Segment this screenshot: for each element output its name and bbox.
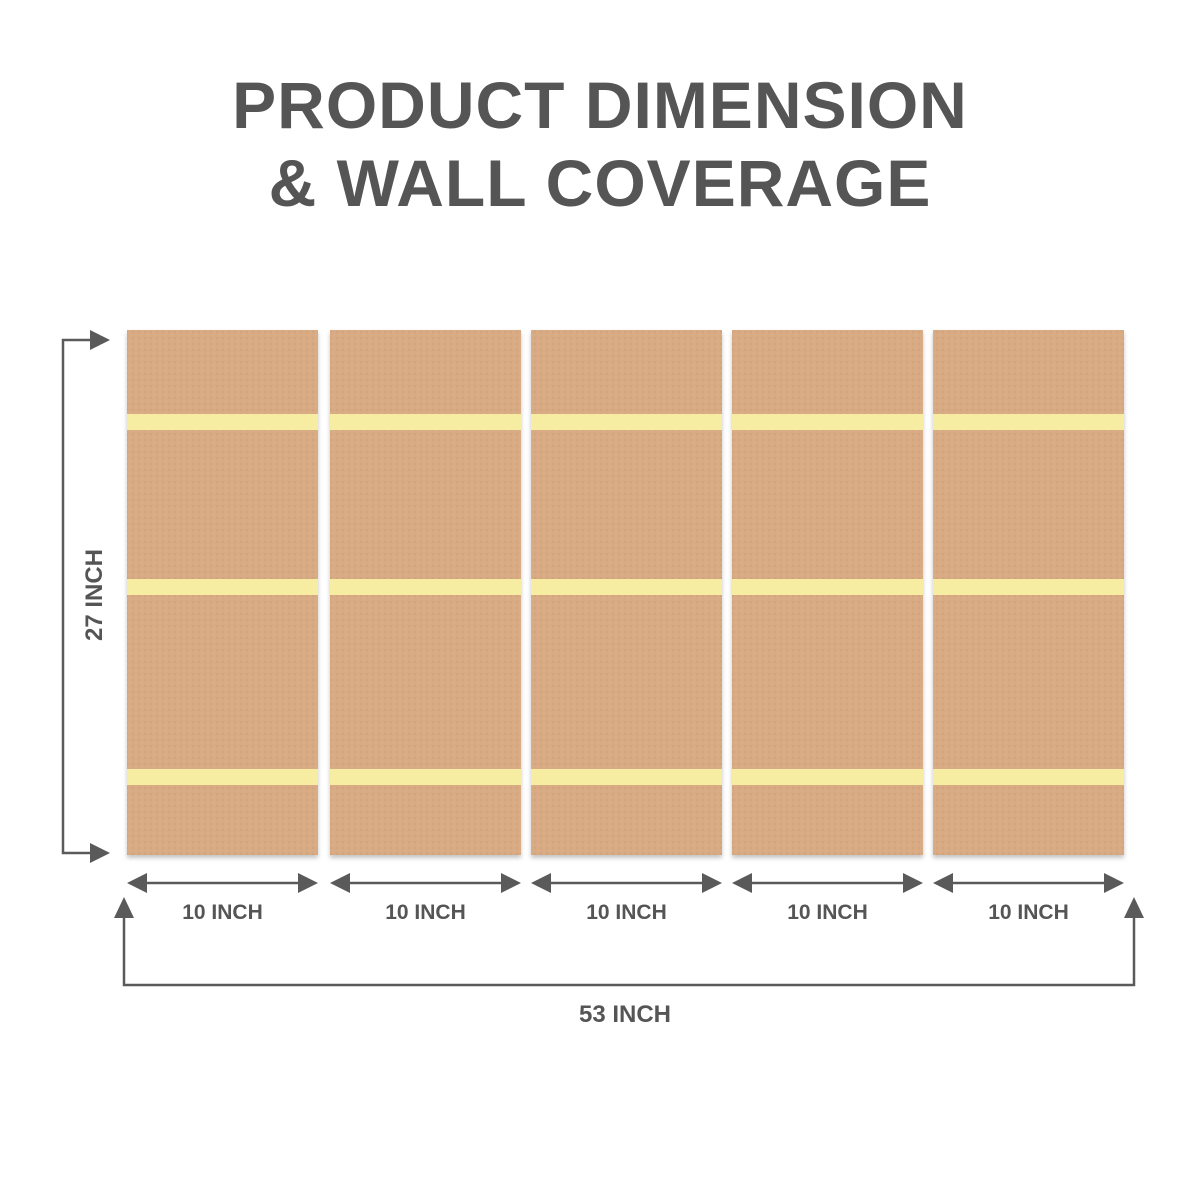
adhesive-strip bbox=[732, 579, 923, 595]
adhesive-strip bbox=[330, 414, 521, 430]
panel-width-label: 10 INCH bbox=[988, 901, 1069, 924]
title-line-1: PRODUCT DIMENSION bbox=[232, 68, 968, 142]
height-label: 27 INCH bbox=[81, 549, 108, 641]
adhesive-strip bbox=[330, 579, 521, 595]
panel-width-label: 10 INCH bbox=[385, 901, 466, 924]
total-width-bracket bbox=[122, 915, 1136, 987]
adhesive-strip bbox=[127, 769, 318, 785]
height-bracket bbox=[61, 338, 92, 855]
adhesive-strip bbox=[531, 769, 722, 785]
adhesive-strip bbox=[732, 414, 923, 430]
adhesive-strip bbox=[531, 579, 722, 595]
adhesive-strip bbox=[531, 414, 722, 430]
panel-width-label: 10 INCH bbox=[586, 901, 667, 924]
adhesive-strip bbox=[933, 414, 1124, 430]
adhesive-strip bbox=[732, 769, 923, 785]
arrowhead-left-icon bbox=[330, 873, 350, 893]
arrowhead-right-icon bbox=[1104, 873, 1124, 893]
arrowhead-right-icon bbox=[298, 873, 318, 893]
adhesive-strip bbox=[127, 579, 318, 595]
arrowhead-right-icon bbox=[90, 330, 110, 350]
arrowhead-left-icon bbox=[531, 873, 551, 893]
panel-width-label: 10 INCH bbox=[182, 901, 263, 924]
adhesive-strip bbox=[127, 414, 318, 430]
adhesive-strip bbox=[933, 579, 1124, 595]
arrowhead-right-icon bbox=[90, 843, 110, 863]
arrowhead-left-icon bbox=[732, 873, 752, 893]
arrowhead-up-icon bbox=[114, 897, 134, 918]
adhesive-strip bbox=[330, 769, 521, 785]
arrowhead-right-icon bbox=[903, 873, 923, 893]
adhesive-strip bbox=[933, 769, 1124, 785]
title-line-2: & WALL COVERAGE bbox=[268, 146, 932, 220]
arrowhead-right-icon bbox=[702, 873, 722, 893]
arrowhead-left-icon bbox=[127, 873, 147, 893]
arrowhead-right-icon bbox=[501, 873, 521, 893]
panel-width-label: 10 INCH bbox=[787, 901, 868, 924]
arrowhead-up-icon bbox=[1124, 897, 1144, 918]
total-width-label: 53 INCH bbox=[579, 1001, 671, 1028]
arrowhead-left-icon bbox=[933, 873, 953, 893]
